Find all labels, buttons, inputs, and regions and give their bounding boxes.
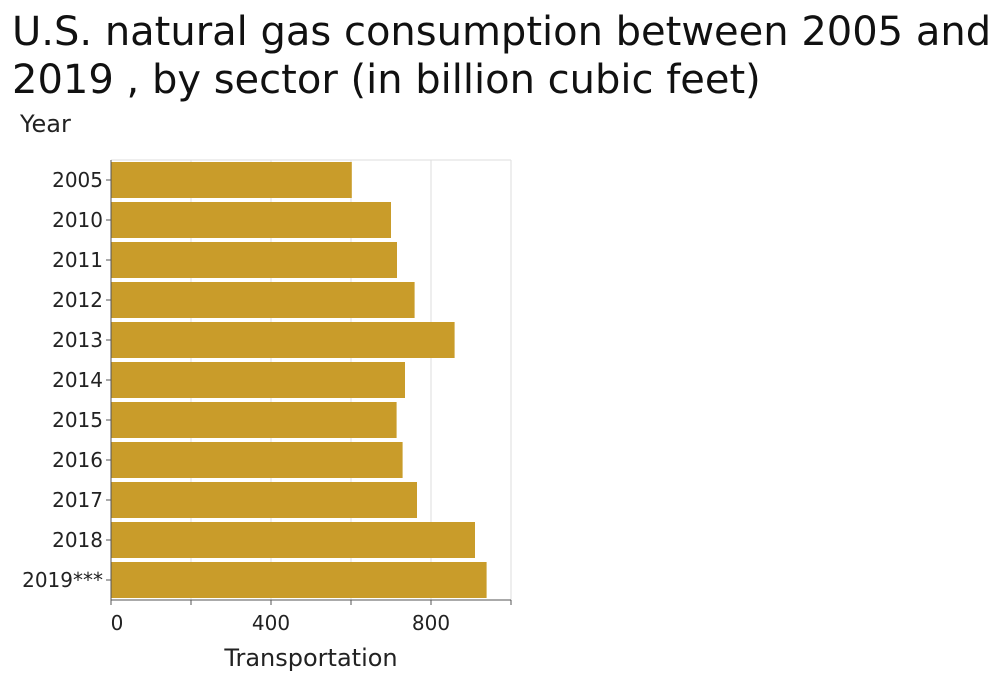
y-tick-labels: 2005 2010 2011 2012 2013 2014 2015 2016 2017 2018…	[22, 168, 103, 592]
bar	[111, 202, 391, 238]
y-tick-label: 2005	[52, 168, 103, 192]
x-tick-label: 0	[111, 611, 124, 635]
bar	[111, 242, 397, 278]
bar	[111, 282, 415, 318]
y-tick-label: 2014	[52, 368, 103, 392]
bar	[111, 362, 405, 398]
bar	[111, 402, 397, 438]
y-tick-label: 2013	[52, 328, 103, 352]
y-tick-label: 2015	[52, 408, 103, 432]
y-axis-title: Year	[19, 110, 71, 138]
y-tick-label: 2011	[52, 248, 103, 272]
y-tick-label: 2010	[52, 208, 103, 232]
y-tick-label: 2012	[52, 288, 103, 312]
bar	[111, 442, 403, 478]
x-tick-labels: 0 400 800	[111, 611, 450, 635]
bar	[111, 522, 475, 558]
y-tick-label: 2016	[52, 448, 103, 472]
y-tick-label: 2019***	[22, 568, 103, 592]
bar	[111, 162, 352, 198]
x-tick-label: 800	[412, 611, 450, 635]
bar	[111, 482, 417, 518]
bar	[111, 322, 455, 358]
axes	[106, 160, 512, 605]
chart-title: U.S. natural gas consumption between 200…	[12, 9, 992, 103]
bars	[111, 162, 487, 598]
y-tick-label: 2018	[52, 528, 103, 552]
y-tick-label: 2017	[52, 488, 103, 512]
bar	[111, 562, 487, 598]
x-axis-title: Transportation	[223, 644, 397, 672]
x-tick-label: 400	[252, 611, 290, 635]
